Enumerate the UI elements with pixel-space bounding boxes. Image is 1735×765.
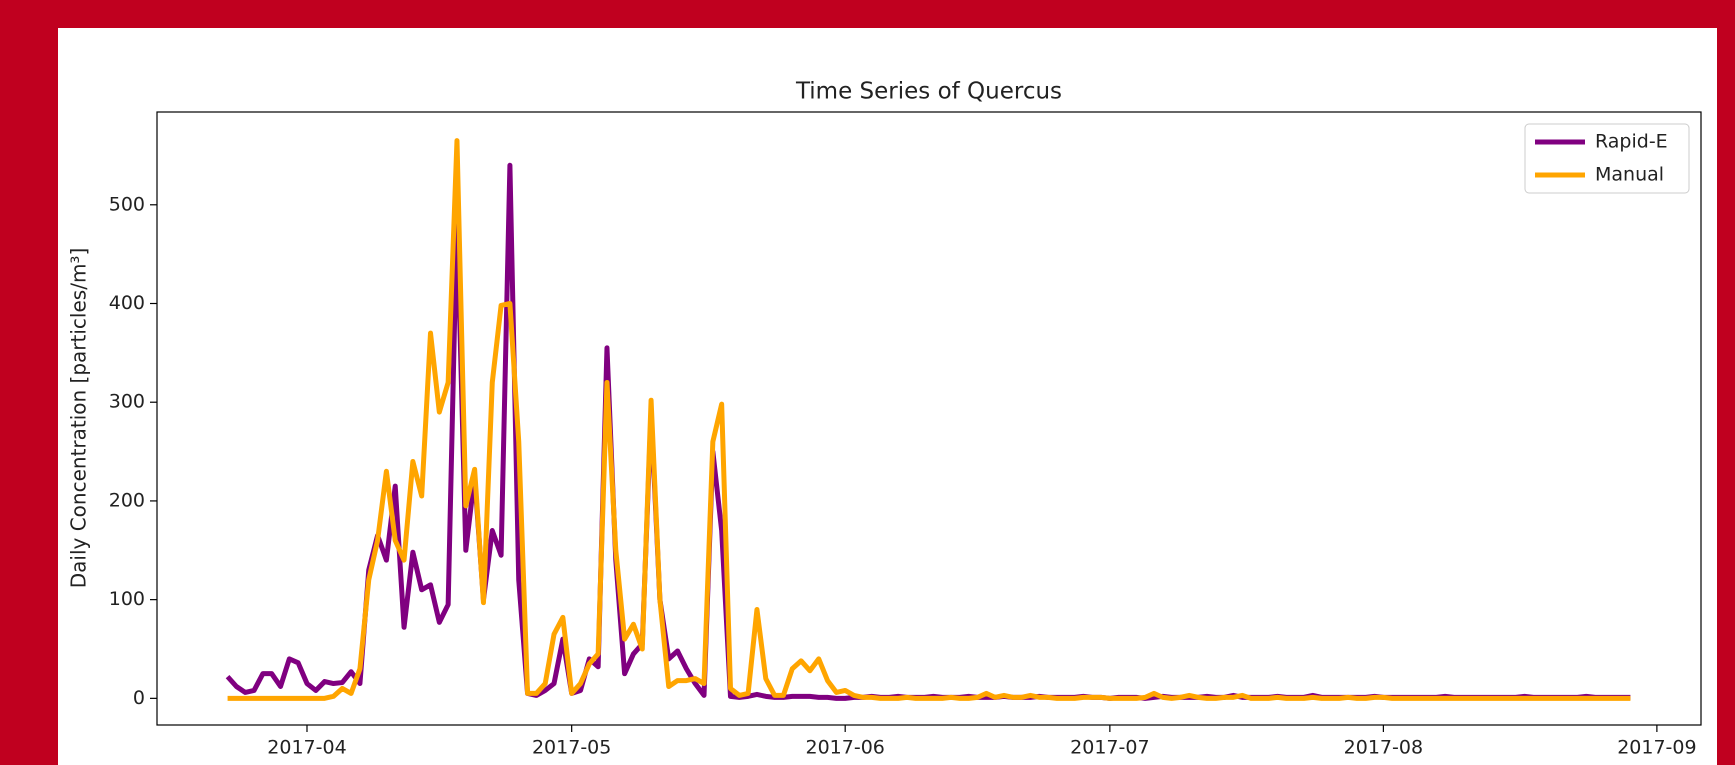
x-tick-label: 2017-09	[1617, 737, 1696, 759]
plot-frame	[156, 111, 1702, 726]
x-tick-label: 2017-04	[267, 737, 346, 759]
x-tick-label: 2017-06	[805, 737, 884, 759]
legend-label: Manual	[1595, 164, 1664, 186]
y-tick-label: 100	[109, 588, 145, 610]
series-line	[227, 138, 1631, 701]
x-tick-label: 2017-07	[1070, 737, 1149, 759]
x-tick-label: 2017-05	[532, 737, 611, 759]
y-tick-label: 200	[109, 489, 145, 511]
y-tick-label: 500	[109, 193, 145, 215]
x-tick-label: 2017-08	[1344, 737, 1423, 759]
y-axis-label: Daily Concentration [particles/m³]	[67, 248, 91, 589]
legend-label: Rapid-E	[1595, 131, 1668, 153]
y-tick-label: 400	[109, 292, 145, 314]
y-tick-label: 0	[133, 687, 145, 709]
panel	[58, 28, 1717, 765]
chart-title: Time Series of Quercus	[795, 79, 1062, 105]
y-tick-label: 300	[109, 391, 145, 413]
